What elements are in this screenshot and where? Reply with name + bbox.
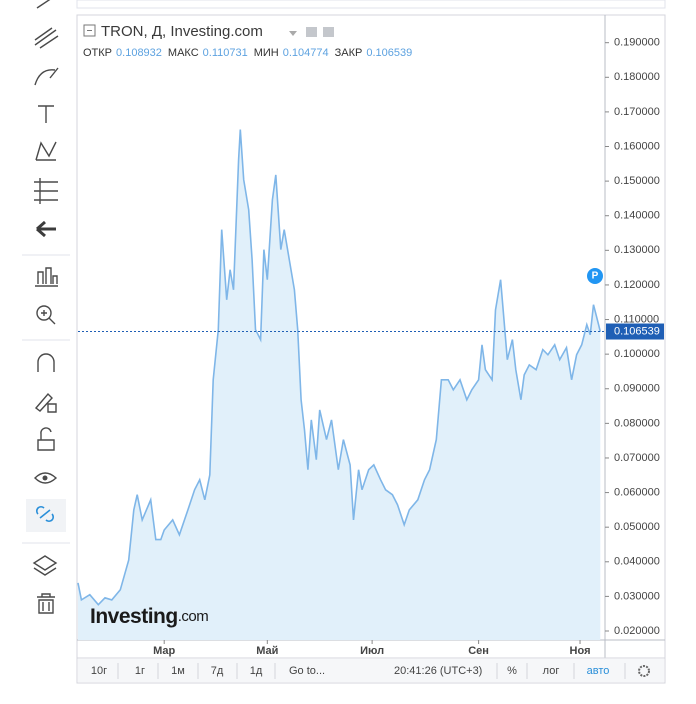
y-tick-label: 0.110000: [614, 313, 659, 325]
event-marker: [587, 268, 603, 284]
clock: 20:41:26 (UTC+3): [394, 665, 482, 677]
x-tick-label: Ноя: [570, 645, 591, 657]
collapse-button[interactable]: [83, 24, 96, 37]
y-tick-label: 0.150000: [614, 175, 660, 187]
ohlc-label: ОТКР: [83, 47, 112, 59]
layers-icon[interactable]: [32, 555, 58, 576]
scale-option[interactable]: авто: [587, 665, 610, 677]
visibility-icon[interactable]: [34, 472, 58, 484]
ohlc-value: 0.104774: [283, 47, 329, 59]
settings-button[interactable]: [306, 27, 317, 37]
ohlc-value: 0.106539: [366, 47, 412, 59]
trend-line-icon[interactable]: [36, 0, 52, 9]
magnet-icon[interactable]: [37, 353, 55, 372]
text-icon[interactable]: [38, 105, 54, 123]
y-tick-label: 0.030000: [614, 590, 660, 602]
lock-icon[interactable]: [37, 427, 55, 451]
bottom-bar: [78, 659, 664, 682]
y-tick-label: 0.090000: [614, 383, 660, 395]
watermark-brand: Investing: [90, 605, 178, 628]
event-marker-label: P: [592, 271, 599, 282]
lock-drawing-icon[interactable]: [34, 392, 57, 413]
ohlc-label: МИН: [254, 47, 279, 59]
brush-icon[interactable]: [34, 67, 59, 86]
ohlc-value: 0.108932: [116, 47, 162, 59]
range-button[interactable]: 1д: [250, 665, 263, 677]
price-line: [77, 129, 602, 606]
ohlc-label: ЗАКР: [335, 47, 363, 59]
goto-button[interactable]: Go to...: [289, 665, 325, 677]
chart-title: TRON, Д, Investing.com: [101, 23, 263, 40]
y-tick-label: 0.060000: [614, 486, 660, 498]
y-tick-label: 0.120000: [614, 279, 660, 291]
y-tick-label: 0.040000: [614, 556, 660, 568]
y-tick-label: 0.100000: [614, 348, 660, 360]
y-tick-label: 0.170000: [614, 106, 660, 118]
y-tick-label: 0.190000: [614, 37, 660, 49]
range-button[interactable]: 1м: [171, 665, 185, 677]
zoom-icon[interactable]: [36, 305, 52, 321]
range-button[interactable]: 1г: [135, 665, 145, 677]
y-tick-label: 0.070000: [614, 452, 660, 464]
range-button[interactable]: 7д: [211, 665, 224, 677]
x-tick-label: Май: [256, 645, 278, 657]
scale-option[interactable]: лог: [543, 665, 560, 677]
last-price-tag: [606, 323, 664, 340]
last-price-label: 0.106539: [614, 325, 660, 337]
y-tick-label: 0.050000: [614, 521, 660, 533]
pitchfork-icon[interactable]: [34, 27, 59, 49]
left-toolbar: [22, 0, 70, 614]
ohlc-value: 0.110731: [203, 47, 248, 59]
hide-panel-icon[interactable]: [36, 220, 56, 238]
trash-icon[interactable]: [37, 593, 55, 614]
y-tick-label: 0.140000: [614, 210, 660, 222]
y-tick-label: 0.160000: [614, 140, 660, 152]
scale-option[interactable]: %: [507, 665, 517, 677]
fib-icon[interactable]: [34, 178, 58, 204]
y-tick-label: 0.020000: [614, 625, 660, 637]
overlay: TRON, Д, Investing.com: [83, 23, 334, 40]
link-icon[interactable]: [35, 505, 55, 523]
watermark: Investing.com: [90, 605, 208, 628]
sync-selected[interactable]: [26, 499, 66, 532]
plot-area: [77, 129, 602, 640]
dropdown-icon[interactable]: [289, 31, 297, 36]
y-tick-label: 0.130000: [614, 244, 660, 256]
settings-gear[interactable]: [638, 665, 650, 677]
gear-button[interactable]: [323, 27, 334, 37]
range-button[interactable]: 10г: [91, 665, 107, 677]
measure-icon[interactable]: [35, 267, 58, 287]
watermark-suffix: .com: [178, 608, 209, 625]
y-tick-label: 0.080000: [614, 417, 660, 429]
top-toolbar: [76, 0, 666, 9]
area-fill: [78, 129, 601, 640]
x-tick-label: Мар: [153, 645, 175, 657]
x-tick-label: Июл: [360, 645, 384, 657]
x-tick-label: Сен: [468, 645, 489, 657]
pattern-icon[interactable]: [35, 141, 57, 161]
ohlc-label: МАКС: [168, 47, 199, 59]
y-tick-label: 0.180000: [614, 71, 660, 83]
